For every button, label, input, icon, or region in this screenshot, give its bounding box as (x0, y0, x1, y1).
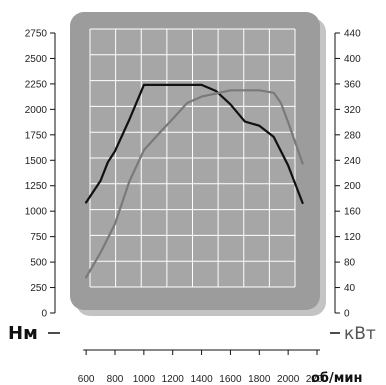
x-tick-label: 2000 (277, 374, 300, 385)
y-right-tick-label: 240 (344, 156, 361, 167)
power-line (84, 89, 304, 279)
x-tick-label: 1000 (133, 374, 156, 385)
x-tick-label: 2200 (306, 374, 329, 385)
torque-line (84, 83, 304, 205)
y-left-tick-label: 250 (30, 283, 47, 294)
y-left-tick-label: 500 (30, 258, 47, 269)
tick-labels: 0250500750100012501500175020002250250027… (25, 29, 361, 385)
x-tick-label: 800 (107, 374, 124, 385)
y-left-tick-label: 2250 (25, 79, 48, 90)
y-right-tick-label: 80 (344, 258, 356, 269)
y-left-tick-label: 750 (30, 232, 47, 243)
y-right-tick-label: 200 (344, 181, 361, 192)
y-right-unit-label: кВт (344, 324, 376, 344)
y-left-unit-label: Нм (8, 323, 38, 344)
y-left-tick-label: 1250 (25, 181, 48, 192)
y-left-tick-label: 1000 (25, 207, 48, 218)
axes (48, 32, 340, 355)
y-right-tick-label: 120 (344, 232, 361, 243)
y-right-tick-label: 0 (344, 309, 350, 320)
x-tick-label: 1600 (219, 374, 242, 385)
y-left-tick-label: 2500 (25, 54, 48, 65)
grid (89, 28, 296, 288)
series-group (84, 83, 304, 279)
y-right-tick-label: 360 (344, 79, 361, 90)
x-tick-label: 1200 (162, 374, 185, 385)
x-tick-label: 1400 (190, 374, 213, 385)
y-left-tick-label: 1500 (25, 156, 48, 167)
y-left-tick-label: 1750 (25, 130, 48, 141)
y-right-tick-label: 440 (344, 29, 361, 40)
y-left-tick-label: 0 (41, 309, 47, 320)
x-axis-unit-label: об/мин (311, 371, 362, 385)
y-left-tick-label: 2750 (25, 29, 48, 40)
y-right-tick-label: 280 (344, 130, 361, 141)
y-right-tick-label: 400 (344, 54, 361, 65)
y-right-tick-label: 160 (344, 207, 361, 218)
x-tick-label: 600 (78, 374, 95, 385)
y-left-tick-label: 2000 (25, 105, 48, 116)
y-right-tick-label: 40 (344, 283, 356, 294)
x-tick-label: 1800 (248, 374, 271, 385)
y-right-tick-label: 320 (344, 105, 361, 116)
